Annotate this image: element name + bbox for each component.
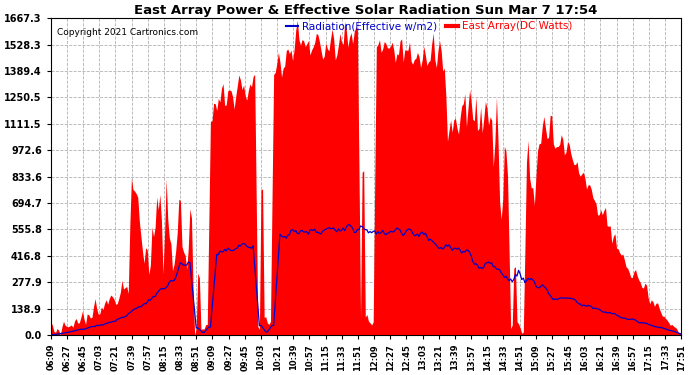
Title: East Array Power & Effective Solar Radiation Sun Mar 7 17:54: East Array Power & Effective Solar Radia… — [135, 4, 598, 17]
Text: Copyright 2021 Cartronics.com: Copyright 2021 Cartronics.com — [57, 28, 198, 37]
Legend: Radiation(Effective w/m2), East Array(DC Watts): Radiation(Effective w/m2), East Array(DC… — [282, 17, 577, 36]
